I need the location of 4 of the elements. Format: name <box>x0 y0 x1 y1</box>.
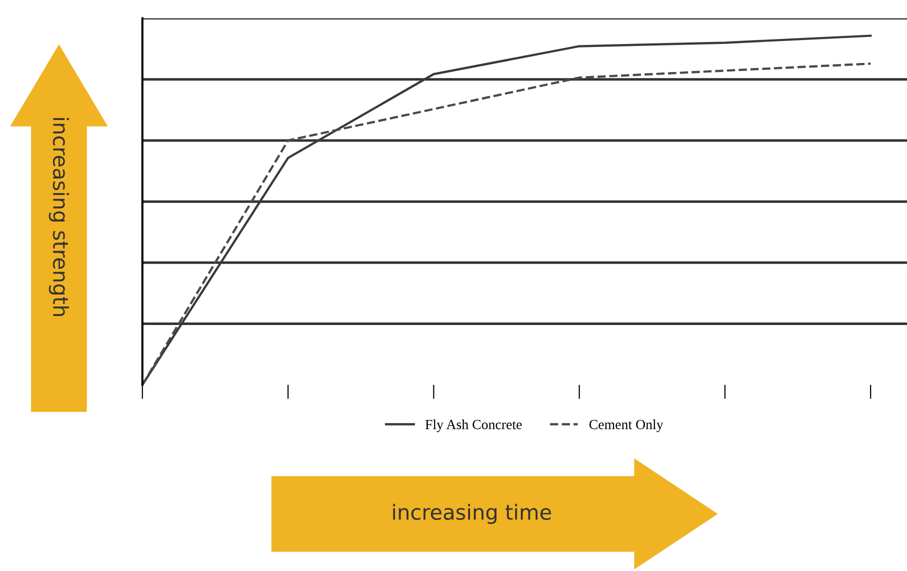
text: increasing time <box>393 504 551 524</box>
legend-label: Cement Only <box>589 419 664 432</box>
text: increasing strength <box>48 118 70 316</box>
legend-label: Fly Ash Concrete <box>425 419 522 432</box>
